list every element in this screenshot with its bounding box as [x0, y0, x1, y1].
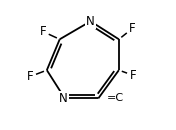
Text: N: N	[59, 92, 68, 105]
Text: F: F	[40, 25, 46, 38]
Text: F: F	[27, 70, 33, 83]
Text: F: F	[130, 69, 136, 82]
Text: N: N	[86, 15, 95, 28]
Text: F: F	[128, 22, 135, 35]
Text: =C: =C	[107, 93, 124, 103]
